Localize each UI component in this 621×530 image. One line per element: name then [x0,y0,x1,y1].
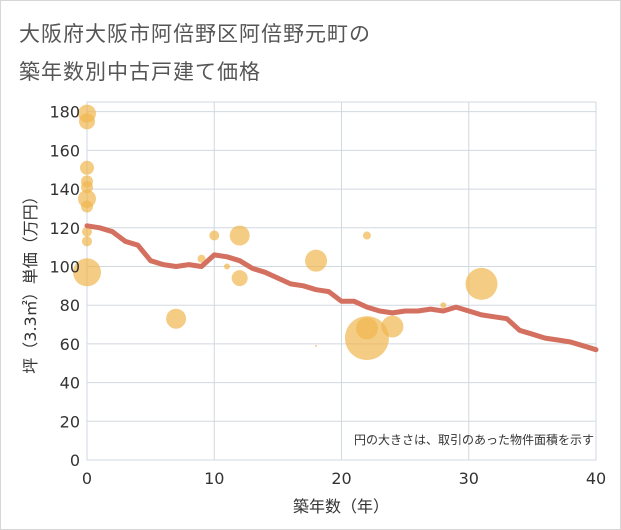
chart-title-line-1: 大阪府大阪市阿倍野区阿倍野元町の [19,22,371,46]
y-axis-label: 坪（3.3㎡）単価（万円） [21,188,40,373]
bubble-point-22 [440,302,447,309]
bubble-point-13 [223,263,230,270]
x-tick-10: 10 [204,469,224,488]
y-tick-labels: 0 20 40 60 80 100 120 140 160 180 [49,103,80,470]
size-note: 円の大きさは、取引のあった物件面積を示す [354,432,594,447]
bubble-point-15 [231,270,248,287]
bubble-point-7 [82,226,92,237]
y-tick-120: 120 [49,219,80,238]
bubble-point-9 [73,258,101,287]
x-tick-20: 20 [331,469,351,488]
y-tick-60: 60 [60,335,80,354]
bubble-point-10 [166,308,187,329]
average-line [84,223,599,353]
average-line-series [84,223,599,353]
y-tick-100: 100 [49,257,80,276]
y-tick-80: 80 [60,296,80,315]
bubble-point-11 [197,254,206,263]
x-tick-30: 30 [459,469,479,488]
bubble-point-12 [209,230,220,241]
bubble-point-17 [315,344,318,347]
bubble-point-20 [355,317,378,340]
bubble-point-6 [81,200,93,213]
y-tick-180: 180 [49,103,80,122]
bubble-point-18 [362,231,371,240]
bubble-point-14 [229,225,250,246]
y-tick-0: 0 [70,451,80,470]
bubble-point-4 [81,181,93,194]
grid-lines [87,102,596,460]
bubble-point-21 [381,315,404,338]
x-tick-labels: 0 10 20 30 40 [82,469,606,488]
y-tick-140: 140 [49,180,80,199]
y-tick-160: 160 [49,141,80,160]
bubble-point-16 [305,249,328,272]
x-tick-0: 0 [82,469,92,488]
y-tick-20: 20 [60,412,80,431]
bubble-point-1 [79,113,95,130]
chart-title-line-2: 築年数別中古戸建て価格 [19,60,261,84]
bubble-point-2 [80,160,94,175]
bubble-point-8 [82,236,92,247]
x-tick-40: 40 [586,469,606,488]
bubble-series [73,104,498,361]
y-tick-40: 40 [60,374,80,393]
x-axis-label: 築年数（年） [293,497,389,516]
bubble-point-23 [465,267,498,300]
